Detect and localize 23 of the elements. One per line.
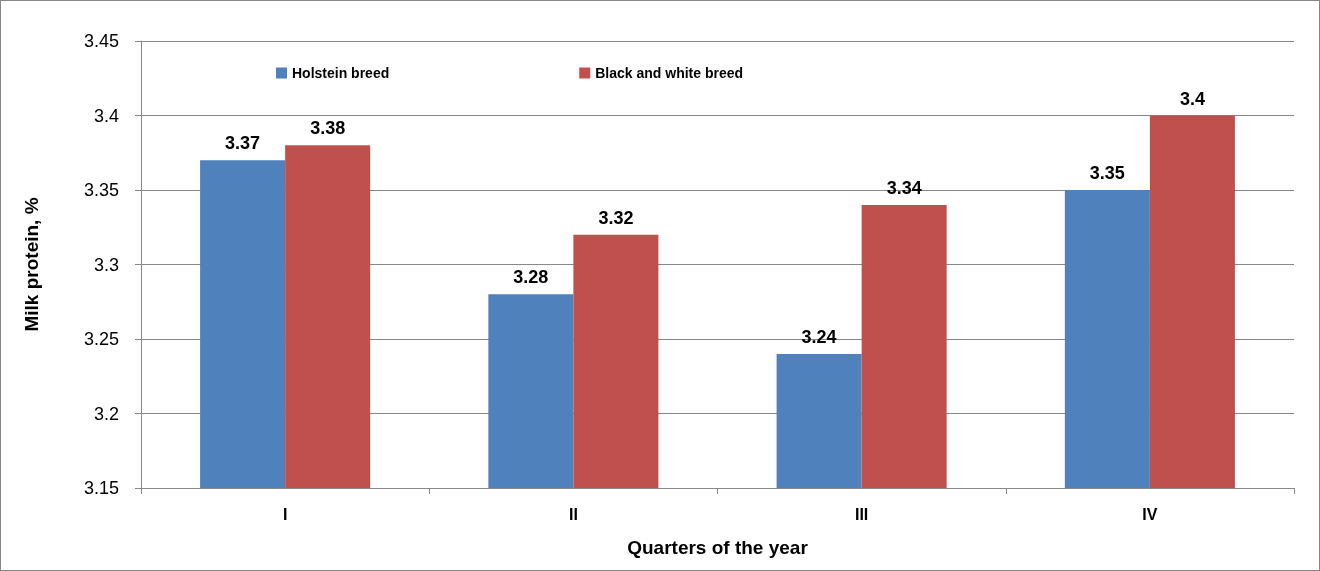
- data-label: 3.34: [886, 177, 922, 198]
- x-tick-label: III: [854, 505, 869, 523]
- x-axis-title: Quarters of the year: [627, 537, 809, 558]
- y-tick-label: 3.4: [93, 105, 119, 126]
- data-label: 3.24: [801, 326, 837, 347]
- y-tick-label: 3.45: [83, 31, 119, 51]
- y-tick-label: 3.25: [83, 329, 119, 349]
- data-label: 3.28: [513, 267, 549, 288]
- y-tick-label: 3.2: [93, 403, 119, 424]
- y-axis-title: Milk protein, %: [21, 197, 42, 332]
- data-label: 3.4: [1179, 88, 1205, 109]
- y-tick-label: 3.35: [83, 180, 119, 200]
- data-label: 3.38: [310, 118, 346, 139]
- x-tick-label: II: [568, 505, 578, 523]
- data-label: 3.37: [225, 133, 261, 154]
- x-tick-label: I: [282, 505, 288, 523]
- legend-label: Holstein breed: [292, 65, 390, 81]
- y-tick-label: 3.3: [93, 254, 119, 275]
- legend-label: Black and white breed: [595, 65, 744, 81]
- data-label: 3.35: [1089, 163, 1125, 183]
- x-tick-label: IV: [1142, 505, 1158, 523]
- y-tick-label: 3.15: [83, 478, 119, 498]
- data-label: 3.32: [598, 207, 634, 228]
